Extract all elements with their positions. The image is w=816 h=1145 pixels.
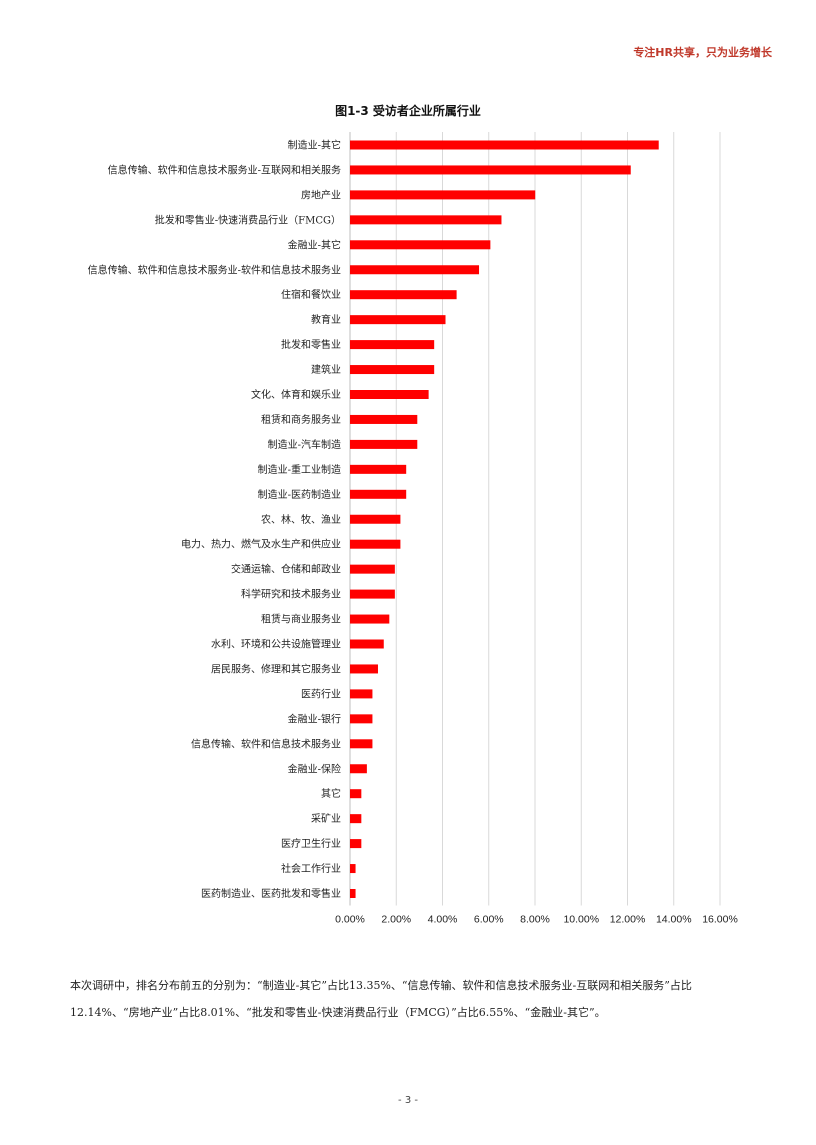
bar bbox=[350, 215, 502, 225]
category-label: 文化、体育和娱乐业 bbox=[251, 388, 341, 401]
category-label: 信息传输、软件和信息技术服务业-互联网和相关服务 bbox=[108, 163, 341, 176]
header-tagline: 专注HR共享，只为业务增长 bbox=[633, 46, 772, 59]
industry-bar-chart: 0.00% 2.00% 4.00% 6.00% 8.00% 10.00% 12.00% 14.… bbox=[88, 132, 738, 926]
bar bbox=[350, 439, 418, 449]
chart-title: 图1-3 受访者企业所属行业 bbox=[335, 104, 481, 118]
category-label: 批发和零售业-快速消费品行业（FMCG） bbox=[155, 213, 341, 226]
x-tick-label: 4.00% bbox=[428, 914, 458, 926]
category-label: 制造业-医药制造业 bbox=[258, 488, 341, 501]
category-label: 金融业-保险 bbox=[288, 762, 341, 775]
x-tick-label: 14.00% bbox=[656, 914, 692, 926]
x-tick-label: 0.00% bbox=[335, 914, 365, 926]
category-label: 医药制造业、医药批发和零售业 bbox=[201, 887, 341, 900]
bar bbox=[350, 315, 446, 325]
page-number: - 3 - bbox=[398, 1095, 418, 1106]
category-label: 信息传输、软件和信息技术服务业-软件和信息技术服务业 bbox=[88, 263, 341, 276]
bar bbox=[350, 739, 373, 749]
category-label: 制造业-其它 bbox=[288, 139, 341, 152]
bar bbox=[350, 265, 480, 275]
category-label: 交通运输、仓储和邮政业 bbox=[231, 563, 341, 576]
x-tick-label: 12.00% bbox=[610, 914, 646, 926]
bar bbox=[350, 889, 356, 898]
x-tick-label: 8.00% bbox=[520, 914, 550, 926]
category-label: 制造业-重工业制造 bbox=[258, 463, 341, 476]
category-label: 金融业-其它 bbox=[288, 238, 341, 251]
bar bbox=[350, 140, 659, 150]
category-label: 水利、环境和公共设施管理业 bbox=[211, 638, 341, 651]
category-label: 社会工作行业 bbox=[281, 862, 341, 875]
category-label: 农、林、牧、渔业 bbox=[261, 513, 341, 526]
bar bbox=[350, 489, 407, 499]
bar bbox=[350, 539, 401, 549]
category-label: 批发和零售业 bbox=[281, 338, 341, 351]
category-label: 房地产业 bbox=[301, 188, 341, 201]
category-label: 采矿业 bbox=[311, 812, 341, 825]
category-label: 住宿和餐饮业 bbox=[281, 288, 341, 301]
bar bbox=[350, 664, 378, 674]
summary-paragraph: 本次调研中，排名分布前五的分别为：“制造业-其它”占比13.35%、“信息传输、… bbox=[70, 979, 692, 1019]
bar bbox=[350, 240, 491, 250]
bar bbox=[350, 190, 536, 200]
bar bbox=[350, 814, 362, 824]
bar bbox=[350, 689, 373, 699]
bar bbox=[350, 614, 390, 624]
bar bbox=[350, 464, 407, 474]
category-label: 医疗卫生行业 bbox=[281, 837, 341, 850]
x-tick-label: 6.00% bbox=[474, 914, 504, 926]
bar bbox=[350, 340, 435, 350]
bar bbox=[350, 789, 362, 799]
category-label: 电力、热力、燃气及水生产和供应业 bbox=[181, 538, 341, 551]
category-label: 教育业 bbox=[311, 313, 341, 326]
bar bbox=[350, 764, 367, 774]
bar bbox=[350, 864, 356, 874]
category-label: 居民服务、修理和其它服务业 bbox=[211, 662, 341, 675]
x-tick-label: 16.00% bbox=[702, 914, 738, 926]
category-label: 制造业-汽车制造 bbox=[268, 438, 341, 451]
bar bbox=[350, 290, 457, 300]
bar bbox=[350, 714, 373, 724]
category-label: 信息传输、软件和信息技术服务业 bbox=[191, 737, 341, 750]
x-tick-label: 2.00% bbox=[381, 914, 411, 926]
bar bbox=[350, 514, 401, 524]
bar bbox=[350, 390, 429, 399]
bar bbox=[350, 165, 631, 175]
category-label: 建筑业 bbox=[311, 363, 341, 376]
x-tick-label: 10.00% bbox=[563, 914, 599, 926]
bar bbox=[350, 589, 395, 599]
bar bbox=[350, 414, 418, 424]
category-label: 医药行业 bbox=[301, 687, 341, 700]
category-label: 金融业-银行 bbox=[288, 712, 341, 725]
category-label: 科学研究和技术服务业 bbox=[241, 588, 341, 601]
category-label: 租赁和商务服务业 bbox=[261, 413, 341, 426]
category-label: 其它 bbox=[321, 787, 341, 800]
bar bbox=[350, 365, 435, 375]
category-label: 租赁与商业服务业 bbox=[261, 613, 341, 626]
bar bbox=[350, 564, 395, 574]
bar bbox=[350, 639, 384, 649]
bar bbox=[350, 839, 362, 849]
